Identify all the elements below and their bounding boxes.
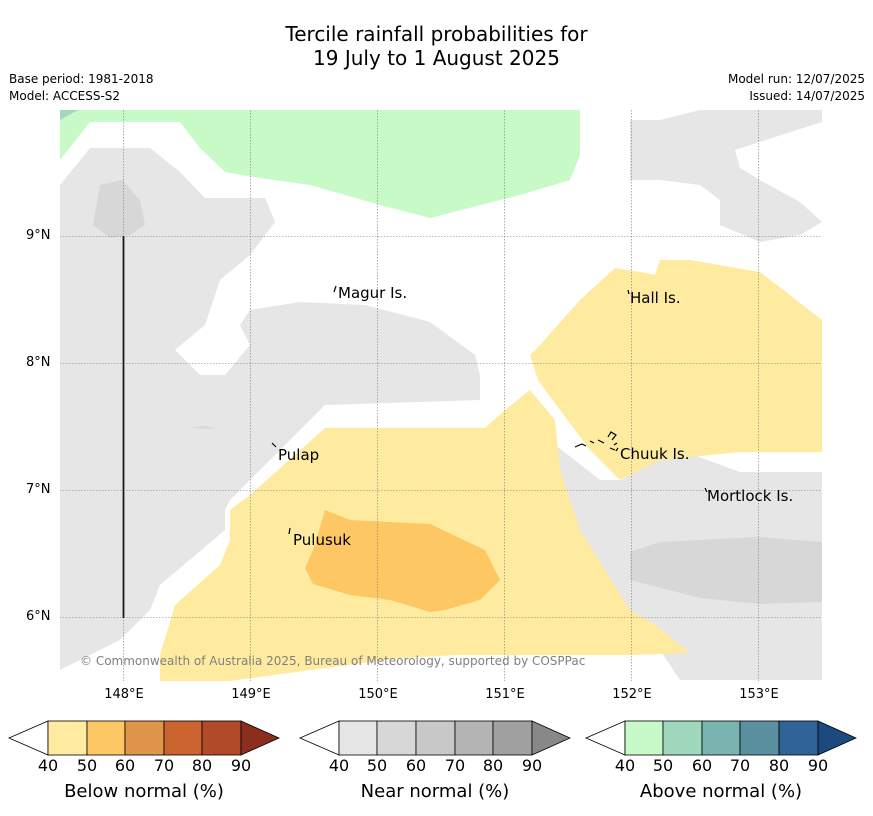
cbar-below-tick: 90 — [230, 756, 252, 775]
cbar-above-tick: 70 — [729, 756, 751, 775]
meta-left: Base period: 1981-2018 Model: ACCESS-S2 — [9, 71, 154, 105]
cbar-below-tick: 70 — [153, 756, 175, 775]
magur-island-mark — [333, 285, 337, 293]
cbar-above-tick: 80 — [768, 756, 790, 775]
colorbar-label-below: Below normal (%) — [64, 781, 224, 802]
copyright-notice: © Commonwealth of Australia 2025, Bureau… — [80, 654, 586, 668]
colorbar-above-max-extend — [817, 720, 857, 756]
place-label-mortlock: Mortlock Is. — [707, 487, 794, 505]
x-tick-149e: 149°E — [231, 687, 271, 702]
cbar-near-tick: 40 — [328, 756, 350, 775]
y-tick-9n: 9°N — [26, 228, 51, 243]
colorbar-label-near: Near normal (%) — [360, 781, 510, 802]
cbar-below-tick: 50 — [76, 756, 98, 775]
colorbar-near-seg-3 — [415, 720, 456, 756]
cbar-above-tick: 90 — [807, 756, 829, 775]
title-line-2: 19 July to 1 August 2025 — [313, 46, 560, 70]
cbar-near-tick: 90 — [521, 756, 543, 775]
below-normal-core — [305, 510, 500, 612]
pulap-island-mark — [271, 442, 277, 448]
colorbar-above-seg-5 — [778, 720, 819, 756]
colorbar-near-min-extend — [298, 720, 340, 756]
colorbar-above-min-extend — [584, 720, 626, 756]
colorbar-above-seg-4 — [739, 720, 780, 756]
map-svg — [60, 110, 822, 681]
colorbar-label-above: Above normal (%) — [639, 781, 803, 802]
cbar-near-tick: 70 — [444, 756, 466, 775]
colorbar-near-seg-1 — [338, 720, 378, 756]
colorbar-near-seg-4 — [454, 720, 494, 756]
colorbar-near-normal — [298, 720, 571, 756]
colorbar-below-seg-3 — [124, 720, 165, 756]
map-panel — [60, 110, 822, 681]
below-normal-region-east — [530, 260, 822, 480]
colorbar-above-seg-1 — [624, 720, 664, 756]
colorbar-above-normal — [584, 720, 857, 756]
colorbar-above-seg-3 — [701, 720, 741, 756]
near-normal-region-west — [60, 148, 480, 670]
model-name: Model: ACCESS-S2 — [9, 89, 121, 103]
place-label-pulusuk: Pulusuk — [293, 531, 351, 549]
x-tick-152e: 152°E — [612, 687, 652, 702]
meta-right: Model run: 12/07/2025 Issued: 14/07/2025 — [728, 71, 865, 105]
colorbars-svg — [7, 720, 857, 756]
near-normal-darker-west — [93, 180, 145, 238]
x-tick-150e: 150°E — [358, 687, 398, 702]
x-tick-151e: 151°E — [485, 687, 525, 702]
cbar-below-tick: 40 — [37, 756, 59, 775]
near-normal-region-ne — [630, 110, 822, 242]
mortlock-island-mark — [704, 487, 708, 493]
place-label-pulap: Pulap — [278, 446, 320, 464]
cbar-near-tick: 60 — [405, 756, 427, 775]
model-run: Model run: 12/07/2025 — [727, 72, 865, 86]
colorbar-below-seg-1 — [47, 720, 88, 756]
place-label-chuuk: Chuuk Is. — [620, 445, 690, 463]
place-label-magur: Magur Is. — [338, 284, 408, 302]
hall-island-mark — [627, 289, 630, 295]
y-tick-8n: 8°N — [26, 355, 51, 370]
colorbar-above-seg-2 — [662, 720, 703, 756]
colorbar-below-seg-2 — [86, 720, 126, 756]
colorbar-below-normal — [7, 720, 280, 756]
title-line-1: Tercile rainfall probabilities for — [285, 22, 588, 46]
colorbar-near-seg-2 — [376, 720, 417, 756]
base-period: Base period: 1981-2018 — [9, 72, 154, 86]
cbar-below-tick: 80 — [191, 756, 213, 775]
near-normal-sliver — [192, 426, 215, 429]
chuuk-islands-mark — [574, 431, 619, 452]
cbar-above-tick: 40 — [614, 756, 636, 775]
y-tick-6n: 6°N — [26, 609, 51, 624]
colorbar-below-seg-4 — [163, 720, 203, 756]
colorbar-below-max-extend — [240, 720, 280, 756]
place-label-hall: Hall Is. — [630, 289, 681, 307]
above-normal-region — [60, 110, 580, 218]
cbar-near-tick: 80 — [482, 756, 504, 775]
y-tick-7n: 7°N — [26, 482, 51, 497]
colorbar-below-seg-5 — [201, 720, 242, 756]
cbar-below-tick: 60 — [114, 756, 136, 775]
near-normal-darker-se — [630, 537, 822, 604]
x-tick-153e: 153°E — [739, 687, 779, 702]
cbar-near-tick: 50 — [366, 756, 388, 775]
cbar-above-tick: 60 — [691, 756, 713, 775]
cbar-above-tick: 50 — [652, 756, 674, 775]
colorbar-near-max-extend — [531, 720, 571, 756]
issued-date: Issued: 14/07/2025 — [749, 89, 865, 103]
colorbar-near-seg-5 — [492, 720, 533, 756]
x-tick-148e: 148°E — [104, 687, 144, 702]
island-marks — [271, 285, 708, 535]
colorbar-below-min-extend — [7, 720, 49, 756]
above-normal-corner — [60, 110, 78, 120]
pulusuk-island-mark — [288, 527, 291, 535]
